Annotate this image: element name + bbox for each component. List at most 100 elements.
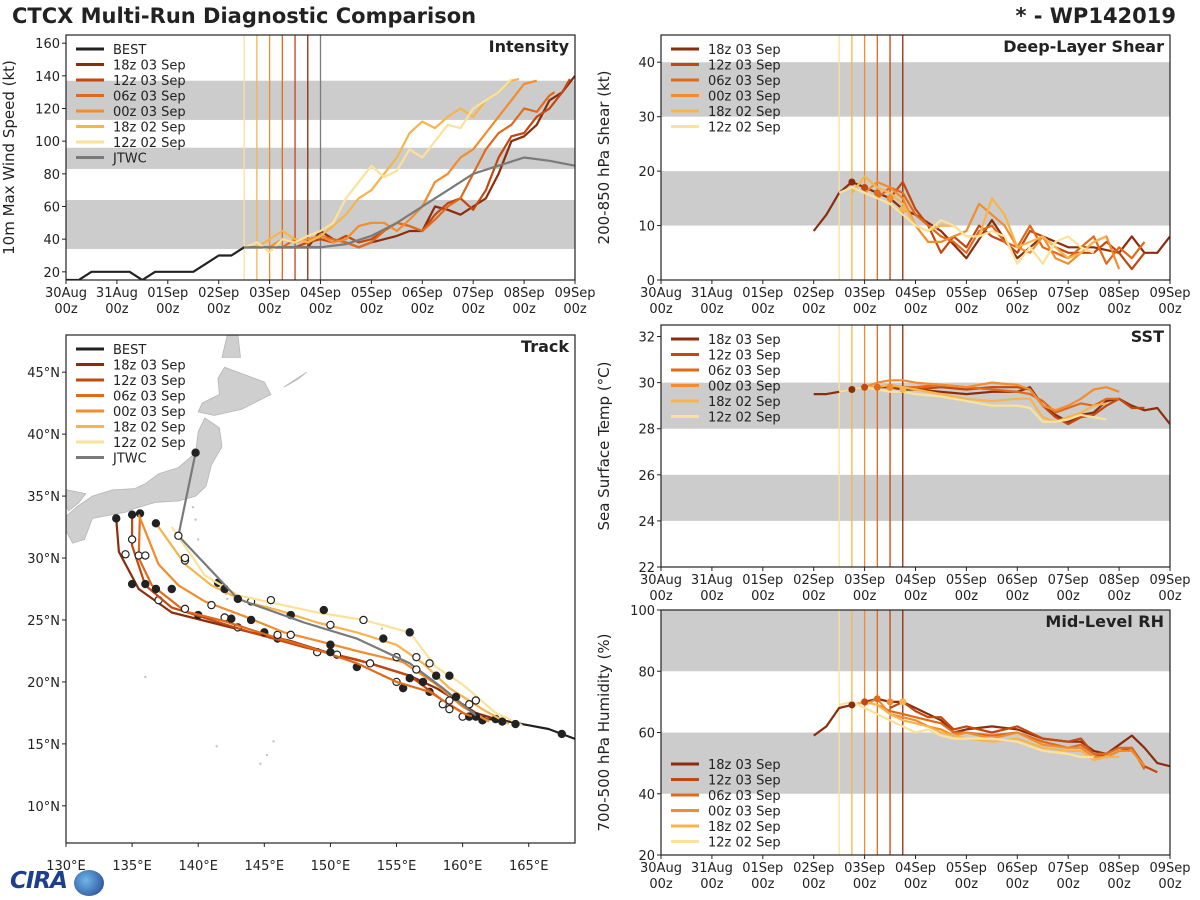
series-line-JTWC xyxy=(244,156,575,249)
legend-label: 00z 03 Sep xyxy=(708,90,781,105)
x-tick-label: 00z xyxy=(1158,302,1182,317)
y-tick-label: 45°N xyxy=(27,366,60,381)
x-tick-label: 00z xyxy=(54,302,78,317)
x-tick-label: 31Aug xyxy=(691,861,733,876)
panel-title: SST xyxy=(1131,327,1164,346)
track-marker xyxy=(365,659,375,668)
legend-label: 12z 03 Sep xyxy=(113,74,186,89)
legend-label: 06z 03 Sep xyxy=(708,364,781,379)
land-group xyxy=(66,335,384,765)
track-marker xyxy=(246,615,256,625)
track-marker xyxy=(191,448,200,457)
land-mass xyxy=(66,489,87,512)
x-tick-label: 00z xyxy=(309,302,333,317)
track-marker xyxy=(180,553,190,563)
x-tick-label: 00z xyxy=(1006,589,1030,604)
y-tick-label: 120 xyxy=(35,103,60,118)
track-marker xyxy=(207,600,216,610)
track-marker xyxy=(405,674,414,683)
legend-label: 18z 02 Sep xyxy=(708,105,781,120)
y-tick-label: 100 xyxy=(630,604,655,619)
series-line-18z-03-Sep xyxy=(812,180,1170,260)
island xyxy=(191,506,195,509)
legend-label: BEST xyxy=(113,43,146,58)
series-line-00z-03-Sep xyxy=(137,514,490,723)
x-tick-label: 00z xyxy=(1006,877,1030,892)
track-marker xyxy=(465,700,474,709)
track-marker xyxy=(127,579,137,589)
panel-sst: 22242628303230Aug00z31Aug00z01Sep00z02Se… xyxy=(595,324,1191,604)
panel-title: Track xyxy=(521,337,569,356)
axes-frame xyxy=(65,334,576,844)
x-tick-label: 00z xyxy=(853,877,877,892)
legend-label: 12z 02 Sep xyxy=(113,436,186,451)
x-tick-label: 05Sep xyxy=(946,861,987,876)
track-marker xyxy=(445,696,454,705)
x-tick-label: 03Sep xyxy=(249,286,290,301)
track-marker xyxy=(498,717,507,726)
x-tick-label: 00z xyxy=(649,589,673,604)
band-0 xyxy=(661,171,1170,226)
x-tick-label: 02Sep xyxy=(793,861,834,876)
y-tick-label: 20 xyxy=(638,849,655,864)
panel-rh: 2040608010030Aug00z31Aug00z01Sep00z02Sep… xyxy=(595,604,1191,892)
x-tick-label: 00z xyxy=(105,302,129,317)
track-marker xyxy=(445,671,454,680)
island xyxy=(215,745,218,748)
legend-label: 12z 02 Sep xyxy=(708,411,781,426)
series-group xyxy=(66,75,575,280)
island xyxy=(259,762,262,765)
y-tick-label: 35°N xyxy=(27,490,60,505)
legend-label: 06z 03 Sep xyxy=(708,74,781,89)
x-tick-label: 140°E xyxy=(178,859,218,874)
legend-label: 12z 02 Sep xyxy=(708,121,781,136)
init-marker xyxy=(899,386,907,394)
x-tick-label: 00z xyxy=(802,877,826,892)
track-marker xyxy=(412,665,421,674)
band-1 xyxy=(661,610,1170,672)
x-tick-label: 03Sep xyxy=(844,573,885,588)
x-tick-label: 00z xyxy=(700,302,724,317)
init-marker xyxy=(899,205,907,213)
x-tick-label: 00z xyxy=(360,302,384,317)
x-tick-label: 01Sep xyxy=(742,286,783,301)
series-line-12z-02-Sep xyxy=(243,78,513,254)
x-tick-label: 07Sep xyxy=(453,286,494,301)
x-tick-label: 06Sep xyxy=(997,861,1038,876)
init-marker xyxy=(848,386,856,394)
series-line-18z-02-Sep xyxy=(256,78,520,249)
y-tick-label: 140 xyxy=(35,70,60,85)
x-tick-label: 03Sep xyxy=(844,861,885,876)
x-tick-label: 02Sep xyxy=(793,573,834,588)
y-tick-label: 28 xyxy=(638,423,655,438)
x-tick-label: 00z xyxy=(955,877,979,892)
x-tick-label: 01Sep xyxy=(147,286,188,301)
x-tick-label: 135°E xyxy=(112,859,152,874)
x-tick-label: 08Sep xyxy=(1099,861,1140,876)
x-tick-label: 00z xyxy=(802,589,826,604)
island xyxy=(265,753,269,757)
track-marker xyxy=(471,696,481,705)
series-line-12z-02-Sep xyxy=(838,700,1094,759)
init-marker xyxy=(873,189,881,197)
panel-title: Mid-Level RH xyxy=(1045,612,1164,631)
series-line-JTWC xyxy=(177,452,477,717)
x-tick-label: 04Sep xyxy=(300,286,341,301)
island xyxy=(144,675,147,679)
series-group xyxy=(812,175,1170,271)
series-line-06z-03-Sep xyxy=(877,383,1120,414)
y-tick-label: 60 xyxy=(43,201,60,216)
init-marker xyxy=(848,701,856,709)
y-tick-label: 80 xyxy=(638,665,655,680)
x-tick-label: 02Sep xyxy=(198,286,239,301)
series-line-18z-02-Sep xyxy=(155,522,510,726)
legend-label: 18z 03 Sep xyxy=(708,43,781,58)
x-tick-label: 08Sep xyxy=(1099,573,1140,588)
cira-logo: CIRA xyxy=(4,868,108,898)
x-tick-label: 03Sep xyxy=(844,286,885,301)
x-tick-label: 00z xyxy=(207,302,231,317)
track-marker xyxy=(418,677,428,687)
x-tick-label: 00z xyxy=(853,302,877,317)
